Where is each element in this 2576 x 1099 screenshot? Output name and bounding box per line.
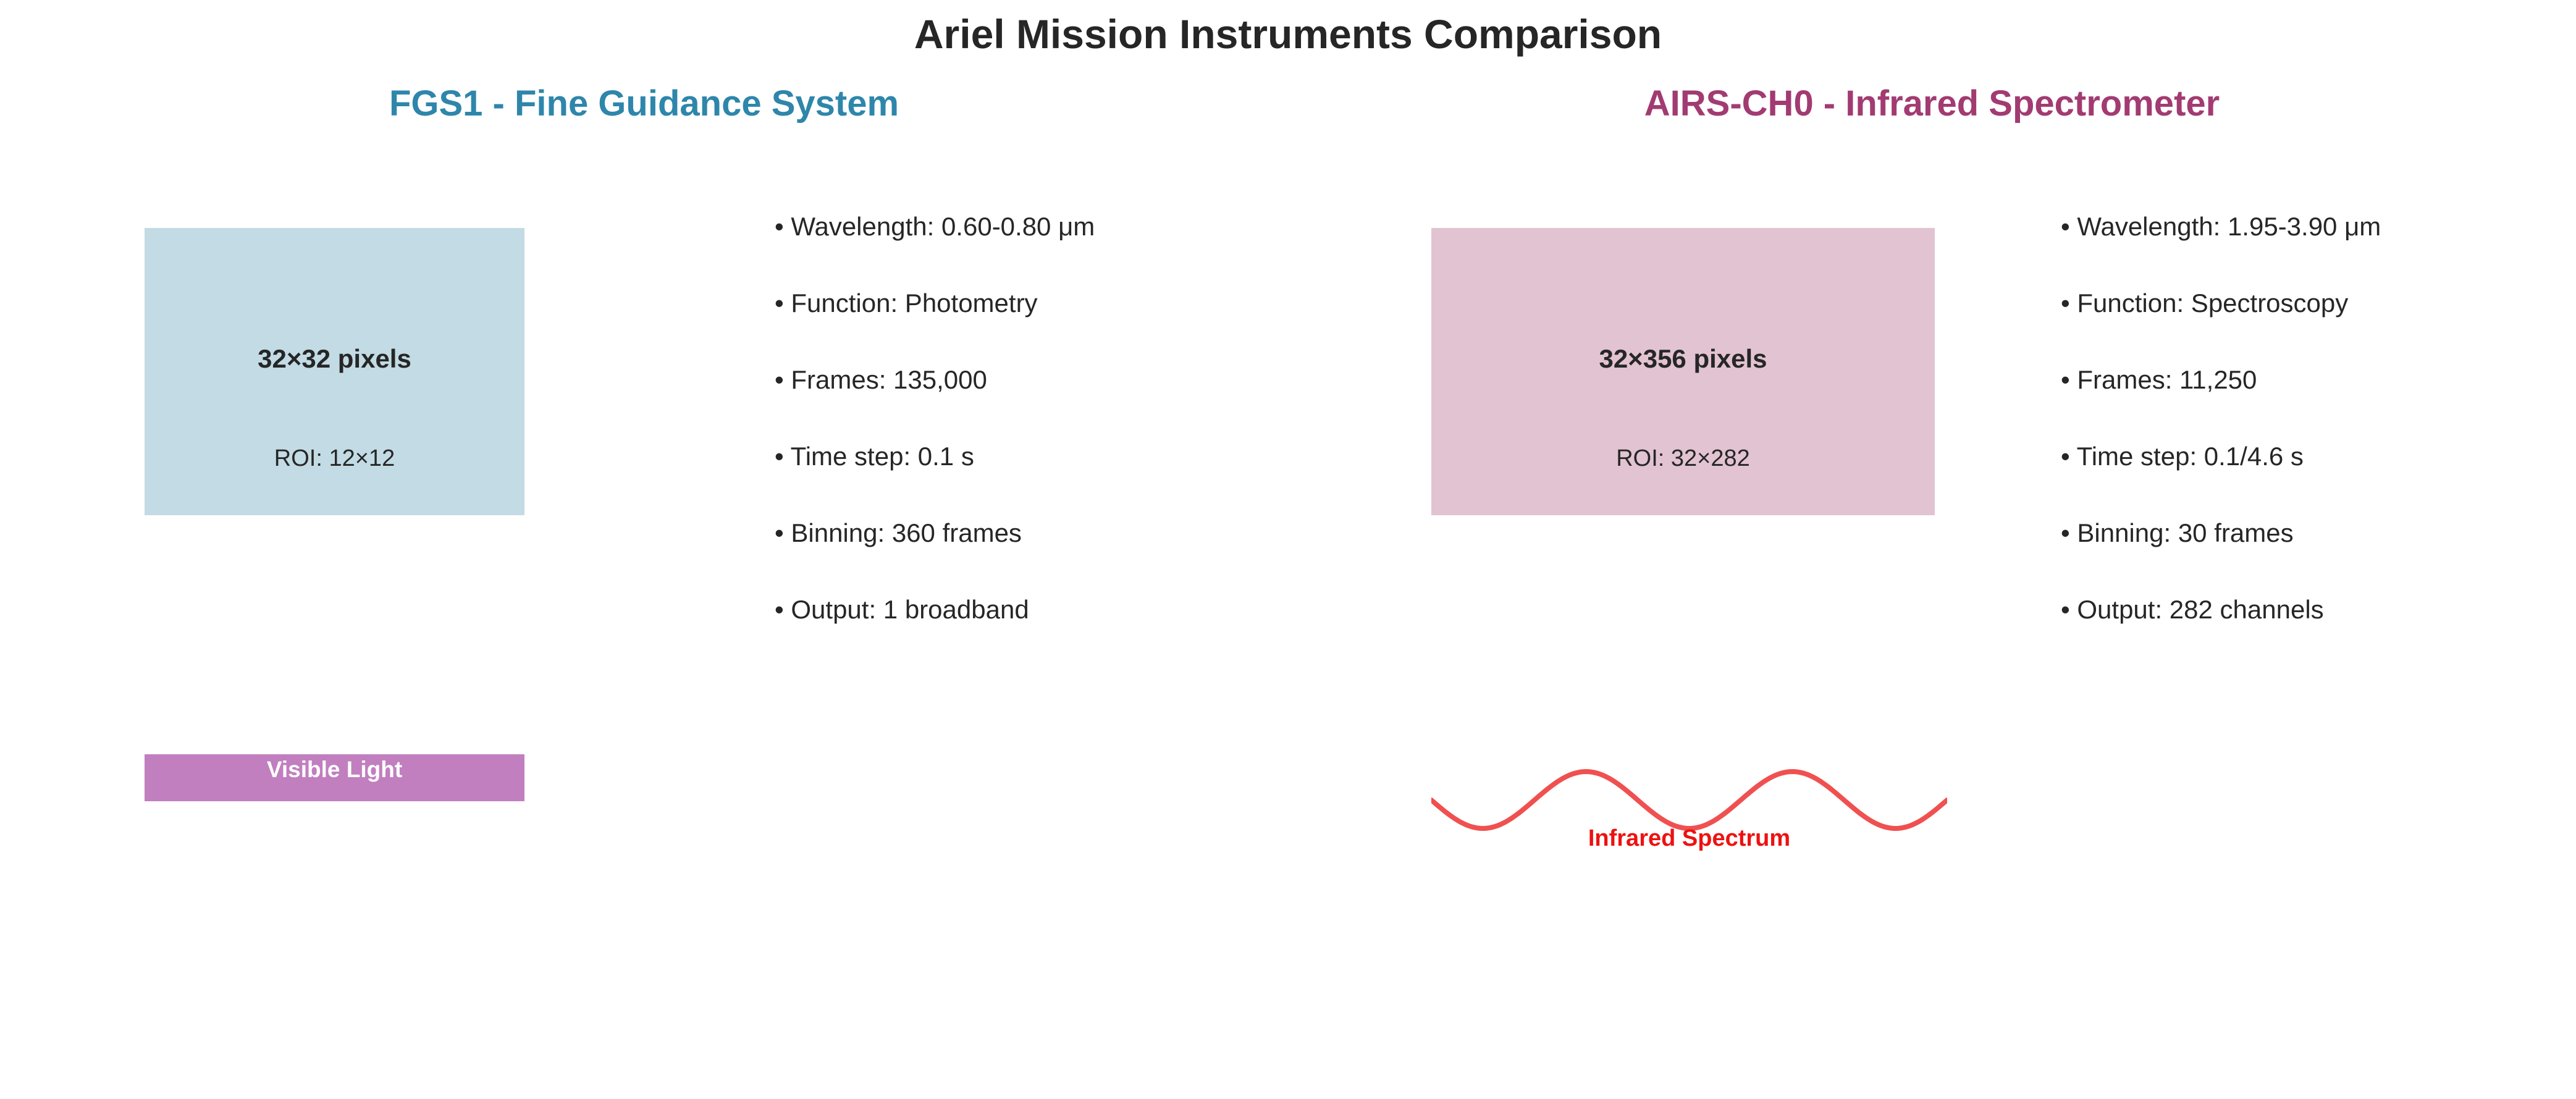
airs-spec-binning: • Binning: 30 frames bbox=[2061, 518, 2294, 547]
airs-detector-block: 32×356 pixels ROI: 32×282 bbox=[1431, 228, 1935, 515]
airs-spec-wavelength: • Wavelength: 1.95-3.90 μm bbox=[2061, 212, 2381, 241]
fgs1-detector-roi: ROI: 12×12 bbox=[274, 445, 395, 471]
infrared-spectrum-label: Infrared Spectrum bbox=[1588, 825, 1791, 851]
fgs1-spec-time-step: • Time step: 0.1 s bbox=[775, 442, 974, 471]
airs-panel-title: AIRS-CH0 - Infrared Spectrometer bbox=[1644, 83, 2220, 124]
airs-spec-list: • Wavelength: 1.95-3.90 μm • Function: S… bbox=[2061, 208, 2381, 668]
fgs1-spec-wavelength: • Wavelength: 0.60-0.80 μm bbox=[775, 212, 1095, 241]
fgs1-detector-dimensions: 32×32 pixels bbox=[258, 344, 411, 373]
airs-spec-output: • Output: 282 channels bbox=[2061, 595, 2324, 624]
fgs1-spec-binning: • Binning: 360 frames bbox=[775, 518, 1022, 547]
fgs1-panel-title: FGS1 - Fine Guidance System bbox=[389, 83, 899, 124]
airs-spec-function: • Function: Spectroscopy bbox=[2061, 288, 2349, 318]
fgs1-detector-block: 32×32 pixels ROI: 12×12 bbox=[145, 228, 524, 515]
airs-spec-frames: • Frames: 11,250 bbox=[2061, 365, 2257, 394]
visible-light-band: Visible Light bbox=[145, 754, 524, 801]
infrared-wave-line bbox=[1431, 768, 1947, 832]
fgs1-spec-output: • Output: 1 broadband bbox=[775, 595, 1029, 624]
airs-detector-roi: ROI: 32×282 bbox=[1616, 445, 1750, 471]
infrared-wave bbox=[1431, 768, 1947, 832]
visible-light-label: Visible Light bbox=[266, 757, 403, 782]
fgs1-spec-function: • Function: Photometry bbox=[775, 288, 1038, 318]
airs-spec-time-step: • Time step: 0.1/4.6 s bbox=[2061, 442, 2304, 471]
fgs1-spec-list: • Wavelength: 0.60-0.80 μm • Function: P… bbox=[775, 208, 1095, 668]
fgs1-spec-frames: • Frames: 135,000 bbox=[775, 365, 987, 394]
page-title: Ariel Mission Instruments Comparison bbox=[914, 11, 1662, 57]
airs-detector-dimensions: 32×356 pixels bbox=[1599, 344, 1767, 373]
